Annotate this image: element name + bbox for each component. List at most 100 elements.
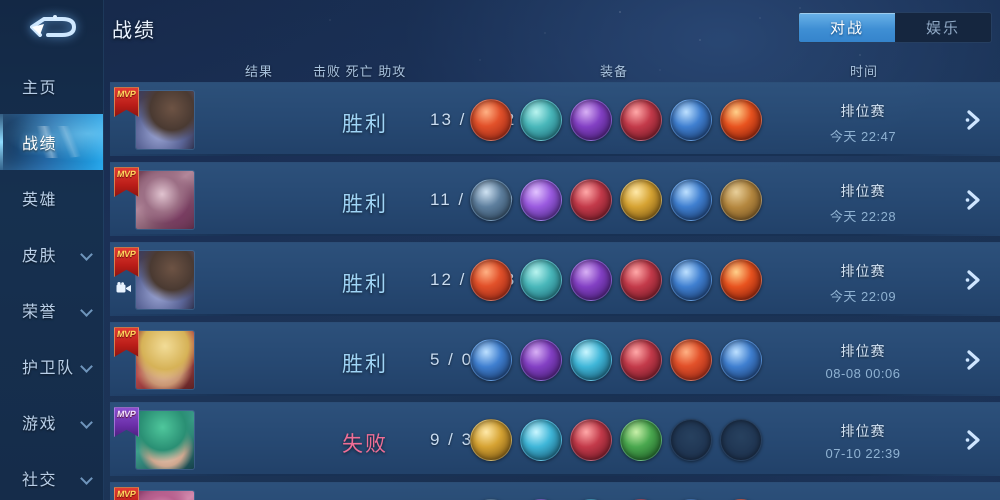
match-mode: 排位赛	[840, 182, 886, 199]
mvp-badge: MVP	[114, 87, 139, 117]
chevron-right-icon[interactable]	[960, 187, 986, 213]
tab-entertainment[interactable]: 娱乐	[925, 20, 960, 37]
hero-block: MVP	[112, 327, 194, 393]
match-result: 胜利	[342, 352, 388, 376]
match-row[interactable]: MVP 胜利 5 / 0 / 2 排位赛 08-08 00:06	[110, 322, 1000, 396]
chevron-right-icon[interactable]	[960, 427, 986, 453]
equipment-item-icon[interactable]	[570, 178, 612, 221]
hero-portrait	[136, 331, 194, 389]
match-timestamp: 今天 22:47	[829, 128, 897, 144]
chevron-down-icon	[80, 472, 93, 485]
sidebar-item-4[interactable]: 荣誉	[0, 282, 103, 338]
sidebar-item-3[interactable]: 皮肤	[0, 226, 103, 282]
equipment-item-icon[interactable]	[720, 258, 762, 301]
match-result: 胜利	[342, 112, 388, 136]
match-mode: 排位赛	[840, 262, 886, 279]
match-timestamp: 08-08 00:06	[825, 365, 901, 381]
match-time-block: 排位赛今天 22:09	[788, 261, 938, 305]
equipment-slot-empty[interactable]	[720, 418, 762, 461]
equipment-item-icon[interactable]	[620, 258, 662, 301]
column-header-time: 时间	[850, 64, 879, 79]
match-row[interactable]: MVP 失败 9 / 3 / 7 排位赛 07-10 22:39	[110, 402, 1000, 476]
chevron-right-icon[interactable]	[960, 347, 986, 373]
equipment-item-icon[interactable]	[470, 338, 512, 381]
equipment-item-icon[interactable]	[670, 178, 712, 221]
sidebar-item-2[interactable]: 英雄	[0, 170, 103, 226]
mvp-badge-label: MVP	[116, 329, 137, 339]
mvp-badge-label: MVP	[116, 489, 137, 499]
match-time-block: 排位赛 07-10 22:39	[788, 421, 938, 461]
hero-block: MVP	[112, 87, 194, 153]
mvp-badge: MVP	[114, 167, 139, 197]
equipment-item-icon[interactable]	[470, 178, 512, 221]
match-timestamp: 今天 22:28	[829, 208, 897, 224]
equipment-item-icon[interactable]	[520, 418, 562, 461]
chevron-down-icon	[80, 360, 93, 373]
match-result: 胜利	[342, 192, 388, 216]
equipment-item-icon[interactable]	[720, 178, 762, 221]
mvp-badge-label: MVP	[116, 89, 137, 99]
equipment-item-icon[interactable]	[470, 258, 512, 301]
equipment-item-icon[interactable]	[470, 98, 512, 141]
equipment-item-icon[interactable]	[570, 258, 612, 301]
sidebar-item-6[interactable]: 游戏	[0, 394, 103, 450]
hero-portrait	[136, 91, 194, 149]
sidebar-item-label: 皮肤	[22, 248, 58, 265]
equipment-item-icon[interactable]	[670, 338, 712, 381]
equipment-item-icon[interactable]	[570, 338, 612, 381]
equipment-item-icon[interactable]	[520, 98, 562, 141]
mvp-badge-label: MVP	[116, 409, 137, 419]
mvp-badge: MVP	[114, 407, 139, 437]
match-mode: 排位赛	[840, 102, 886, 119]
mode-tab-group: 对战 娱乐	[798, 12, 992, 43]
equipment-item-icon[interactable]	[520, 338, 562, 381]
return-arrow-icon	[29, 15, 76, 37]
equipment-item-icon[interactable]	[620, 338, 662, 381]
equipment-slot-empty[interactable]	[670, 418, 712, 461]
back-button[interactable]	[0, 0, 103, 54]
hero-portrait	[136, 491, 194, 500]
equipment-item-icon[interactable]	[720, 98, 762, 141]
equipment-item-icon[interactable]	[620, 418, 662, 461]
sidebar-item-label: 社交	[22, 472, 58, 489]
sidebar-item-1[interactable]: 战绩	[0, 114, 103, 170]
equipment-item-icon[interactable]	[620, 178, 662, 221]
sidebar: 主页战绩 英雄皮肤荣誉护卫队游戏社交	[0, 0, 104, 500]
sidebar-item-label: 荣誉	[22, 304, 58, 321]
equipment-list	[470, 418, 762, 461]
tab-duel[interactable]: 对战	[799, 13, 895, 42]
video-camera-icon[interactable]	[116, 281, 132, 293]
mvp-badge: MVP	[114, 487, 139, 500]
equipment-item-icon[interactable]	[720, 338, 762, 381]
equipment-item-icon[interactable]	[470, 418, 512, 461]
equipment-list	[470, 258, 762, 301]
equipment-item-icon[interactable]	[620, 98, 662, 141]
equipment-item-icon[interactable]	[670, 98, 712, 141]
match-time-block: 排位赛今天 22:28	[788, 181, 938, 225]
sidebar-nav: 主页战绩 英雄皮肤荣誉护卫队游戏社交	[0, 58, 103, 500]
column-header-equipment: 装备	[600, 64, 629, 79]
match-timestamp: 今天 22:09	[829, 288, 897, 304]
equipment-item-icon[interactable]	[520, 258, 562, 301]
hero-portrait	[136, 411, 194, 469]
chevron-right-icon[interactable]	[960, 107, 986, 133]
hero-portrait	[136, 251, 194, 309]
column-header-kda: 击败 死亡 助攻	[313, 64, 407, 79]
match-row[interactable]: MVP	[110, 482, 1000, 500]
sidebar-item-label: 护卫队	[22, 360, 75, 377]
sidebar-item-5[interactable]: 护卫队	[0, 338, 103, 394]
sidebar-item-0[interactable]: 主页	[0, 58, 103, 114]
chevron-right-icon[interactable]	[960, 267, 986, 293]
equipment-item-icon[interactable]	[520, 178, 562, 221]
equipment-item-icon[interactable]	[570, 98, 612, 141]
sidebar-item-7[interactable]: 社交	[0, 450, 103, 500]
sidebar-item-label: 主页	[22, 80, 58, 97]
equipment-item-icon[interactable]	[570, 418, 612, 461]
equipment-item-icon[interactable]	[670, 258, 712, 301]
hero-block: MVP	[112, 407, 194, 473]
equipment-list	[470, 178, 762, 221]
